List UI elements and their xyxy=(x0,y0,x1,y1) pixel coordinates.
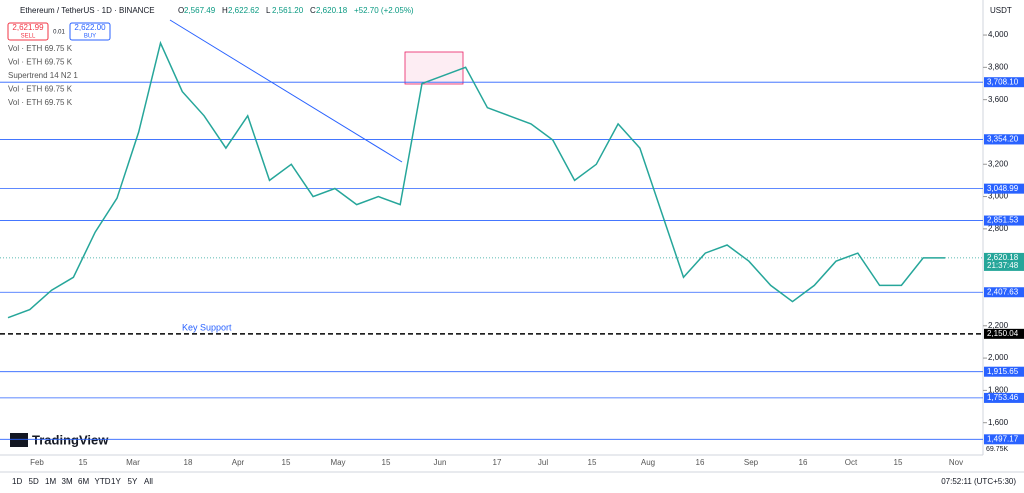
clock: 07:52:11 (UTC+5:30) xyxy=(941,477,1016,486)
ohlc-value: 2,567.49 xyxy=(184,6,216,15)
range-button[interactable]: YTD xyxy=(95,477,111,486)
buy-price: 2,622.00 xyxy=(74,23,106,32)
x-tick-label: May xyxy=(330,458,345,467)
x-tick-label: Jun xyxy=(434,458,447,467)
ohlc-key: C xyxy=(310,6,316,15)
x-tick-label: Oct xyxy=(845,458,858,467)
y-tick-label: 3,800 xyxy=(988,62,1009,71)
buy-button[interactable] xyxy=(69,22,111,41)
x-tick-label: Sep xyxy=(744,458,759,467)
x-tick-label: Nov xyxy=(949,458,963,467)
level-label: 1,497.17 xyxy=(987,434,1019,443)
spread: 0.01 xyxy=(53,30,65,36)
level-label: 2,150.04 xyxy=(987,329,1019,338)
range-button[interactable]: 1D xyxy=(12,477,22,486)
y-tick-label: 3,600 xyxy=(988,95,1009,104)
x-tick-label: 16 xyxy=(696,458,705,467)
y-tick-label: 2,000 xyxy=(988,353,1009,362)
countdown: 21:37:48 xyxy=(987,261,1019,270)
buy-label: BUY xyxy=(84,34,96,40)
level-tag xyxy=(984,392,1024,403)
logo: TradingView xyxy=(32,432,109,447)
range-button[interactable]: 5Y xyxy=(128,477,138,486)
sell-price: 2,621.99 xyxy=(12,23,44,32)
level-tag xyxy=(984,77,1024,88)
ohlc-key: L xyxy=(266,6,271,15)
trend-line xyxy=(169,19,403,163)
volume-label: 69.75K xyxy=(986,446,1009,453)
level-label: 1,915.65 xyxy=(987,367,1019,376)
ohlc-value: 2,620.18 xyxy=(316,6,348,15)
y-tick-label: 2,200 xyxy=(988,321,1009,330)
x-tick-label: Apr xyxy=(232,458,245,467)
level-tag xyxy=(984,366,1024,377)
logo-icon xyxy=(10,433,28,447)
sell-label: SELL xyxy=(21,34,36,40)
indicator: Supertrend 14 N2 1 xyxy=(8,71,78,80)
level-tag xyxy=(984,287,1024,298)
range-button[interactable]: 1M xyxy=(45,477,56,486)
y-tick-label: 1,800 xyxy=(988,385,1009,394)
level-tag xyxy=(984,183,1024,194)
indicator: Vol · ETH 69.75 K xyxy=(8,85,73,94)
ohlc-value: 2,622.62 xyxy=(228,6,260,15)
level-tag xyxy=(984,215,1024,226)
ohlc-key: H xyxy=(222,6,228,15)
level-tag xyxy=(984,252,1024,271)
range-button[interactable]: All xyxy=(144,477,153,486)
ohlc-value: 2,561.20 xyxy=(272,6,304,15)
x-tick-label: Feb xyxy=(30,458,44,467)
x-tick-label: 15 xyxy=(79,458,88,467)
level-label: 1,753.46 xyxy=(987,393,1019,402)
ohlc-key: O xyxy=(178,6,184,15)
annotation: Key Support xyxy=(182,322,232,332)
y-tick-label: 4,000 xyxy=(988,30,1009,39)
level-label: 3,708.10 xyxy=(987,77,1019,86)
y-tick-label: 2,800 xyxy=(988,224,1009,233)
level-label: 3,048.99 xyxy=(987,184,1019,193)
level-label: 2,620.18 xyxy=(987,253,1019,262)
x-tick-label: 15 xyxy=(382,458,391,467)
x-tick-label: 18 xyxy=(184,458,193,467)
symbol: Ethereum / TetherUS · 1D · BINANCE xyxy=(20,6,155,15)
indicator: Vol · ETH 69.75 K xyxy=(8,58,73,67)
y-tick-label: 1,600 xyxy=(988,418,1009,427)
change: +52.70 (+2.05%) xyxy=(354,6,414,15)
x-tick-label: 17 xyxy=(493,458,502,467)
range-button[interactable]: 6M xyxy=(78,477,89,486)
level-tag xyxy=(984,328,1024,339)
x-tick-label: Aug xyxy=(641,458,655,467)
y-tick-label: 3,200 xyxy=(988,159,1009,168)
x-tick-label: Mar xyxy=(126,458,140,467)
x-tick-label: 16 xyxy=(799,458,808,467)
sell-button[interactable] xyxy=(7,22,49,41)
currency: USDT xyxy=(990,6,1012,15)
level-tag xyxy=(984,134,1024,145)
indicator: Vol · ETH 69.75 K xyxy=(8,98,73,107)
range-button[interactable]: 5D xyxy=(29,477,39,486)
y-tick-label: 3,000 xyxy=(988,192,1009,201)
range-button[interactable]: 1Y xyxy=(111,477,121,486)
x-tick-label: 15 xyxy=(282,458,291,467)
price-line xyxy=(7,40,945,319)
level-tag xyxy=(984,434,1024,445)
indicator: Vol · ETH 69.75 K xyxy=(8,44,73,53)
x-tick-label: 15 xyxy=(894,458,903,467)
level-label: 2,407.63 xyxy=(987,287,1019,296)
level-label: 3,354.20 xyxy=(987,134,1019,143)
level-label: 2,851.53 xyxy=(987,216,1019,225)
x-tick-label: 15 xyxy=(588,458,597,467)
range-button[interactable]: 3M xyxy=(62,477,73,486)
x-tick-label: Jul xyxy=(538,458,548,467)
